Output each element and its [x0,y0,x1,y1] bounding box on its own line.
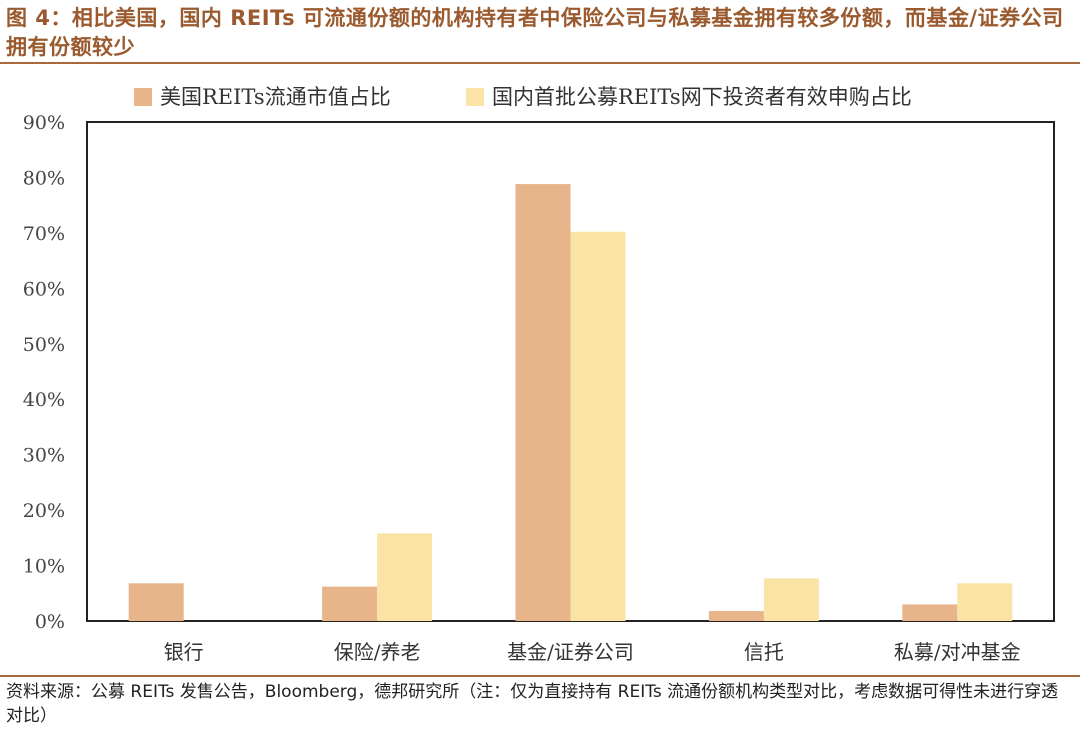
x-tick-label: 信托 [744,640,784,664]
x-tick-label: 私募/对冲基金 [894,640,1021,664]
chart-legend: 美国REITs流通市值占比 国内首批公募REITs网下投资者有效申购占比 [134,85,912,109]
bar [128,583,184,621]
bar [763,578,819,621]
bar [708,611,764,621]
y-tick-label: 0% [35,611,65,633]
bar [377,533,433,621]
y-tick-label: 70% [23,223,65,245]
legend-label: 美国REITs流通市值占比 [160,85,391,109]
y-tick-label: 40% [23,389,65,411]
title-rule [0,62,1080,64]
source-note: 资料来源：公募 REITs 发售公告，Bloomberg，德邦研究所（注：仅为直… [6,682,1059,726]
legend-swatch [466,88,484,106]
figure-title: 图 4：相比美国，国内 REITs 可流通份额的机构持有者中保险公司与私募基金拥… [6,6,1064,59]
bar [570,231,626,621]
y-tick-label: 50% [23,334,65,356]
bar [902,604,958,621]
x-tick-label: 保险/养老 [334,640,421,664]
y-tick-label: 10% [23,556,65,578]
x-tick-label: 基金/证券公司 [507,640,634,664]
bar [957,583,1013,621]
source-rule [0,675,1080,677]
y-tick-label: 30% [23,445,65,467]
legend-swatch [134,88,152,106]
y-tick-label: 90% [23,112,65,134]
bar [322,586,378,621]
y-tick-label: 60% [23,278,65,300]
y-tick-label: 80% [23,167,65,189]
x-tick-label: 银行 [164,640,204,664]
y-tick-label: 20% [23,500,65,522]
bar-chart: 美国REITs流通市值占比 国内首批公募REITs网下投资者有效申购占比 0% 10… [23,85,1055,664]
bar [515,184,571,621]
plot-area: 0% 10% 20% 30% 40% 50% 60% 70% 80% 90% 银行 保险/养老 基金/证… [23,112,1055,664]
legend-label: 国内首批公募REITs网下投资者有效申购占比 [492,85,912,109]
